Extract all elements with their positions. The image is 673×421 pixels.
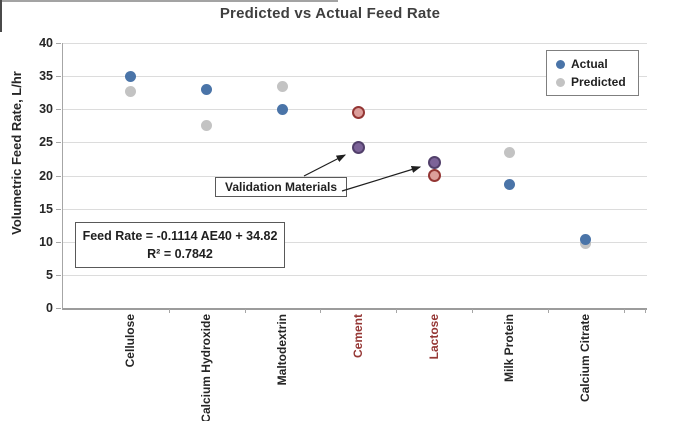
- legend-label-actual: Actual: [571, 57, 608, 71]
- y-axis-tick-label-5: 5: [46, 267, 53, 282]
- gridline-y-35: [63, 76, 647, 78]
- validation-materials-callout: Validation Materials: [215, 177, 348, 197]
- point-predicted-lactose: [427, 169, 441, 182]
- x-tick-mark: [244, 309, 246, 313]
- point-actual-lactose: [427, 155, 441, 169]
- gridline-y-15: [63, 208, 647, 210]
- point-predicted-calcium-hydroxide: [201, 120, 213, 132]
- point-actual-cellulose: [125, 70, 137, 82]
- x-tick-mark: [547, 309, 549, 313]
- x-axis-category-label-milk-protein: Milk Protein: [502, 314, 517, 383]
- gridline-y-40: [63, 43, 647, 44]
- x-tick-mark: [472, 309, 473, 313]
- point-actual-cement: [351, 140, 365, 154]
- r-squared-line: R² = 0.7842: [147, 247, 213, 261]
- point-actual-maltodextrin: [277, 103, 288, 115]
- y-tick-mark: [56, 208, 61, 210]
- x-tick-mark: [168, 309, 170, 313]
- y-axis-tick-label-20: 20: [39, 168, 53, 183]
- y-axis-tick-label-40: 40: [39, 36, 53, 50]
- y-tick-mark: [56, 142, 61, 144]
- legend: Actual Predicted: [546, 50, 639, 96]
- y-tick-mark: [56, 43, 61, 44]
- point-actual-calcium-citrate: [580, 233, 592, 245]
- y-tick-mark: [56, 274, 61, 276]
- x-axis-category-label-lactose: Lactose: [426, 314, 441, 360]
- y-axis-tick-label-30: 30: [39, 102, 53, 117]
- point-predicted-cement: [351, 106, 365, 120]
- gridline-y-5: [63, 274, 647, 276]
- legend-marker-actual: [556, 59, 565, 69]
- chart-title: Predicted vs Actual Feed Rate: [219, 5, 441, 22]
- point-predicted-milk-protein: [504, 146, 516, 158]
- point-predicted-cellulose: [125, 85, 137, 97]
- x-tick-mark: [396, 309, 398, 313]
- y-tick-mark: [56, 76, 61, 78]
- x-axis-category-label-maltodextrin: Maltodextrin: [275, 314, 289, 386]
- x-axis-end-tick: [645, 309, 646, 313]
- x-tick-mark: [623, 309, 625, 313]
- gridline-y-10: [63, 241, 647, 243]
- equation-line: Feed Rate = -0.1114 AE40 + 34.82: [82, 229, 278, 243]
- y-axis-tick-label-15: 15: [39, 201, 53, 216]
- y-tick-mark: [56, 109, 61, 111]
- regression-equation-box: Feed Rate = -0.1114 AE40 + 34.82 R² = 0.…: [75, 222, 285, 268]
- legend-item-actual: Actual: [556, 55, 638, 73]
- y-axis-tick-label-35: 35: [39, 69, 53, 84]
- y-axis-tick-label-25: 25: [39, 135, 53, 150]
- y-tick-mark: [56, 175, 61, 177]
- point-predicted-maltodextrin: [277, 81, 288, 93]
- y-axis-tick-label-0: 0: [46, 301, 53, 315]
- y-tick-mark: [56, 308, 61, 309]
- x-axis-category-label-cellulose: Cellulose: [123, 314, 138, 368]
- x-axis-category-label-cement: Cement: [350, 314, 365, 359]
- point-actual-milk-protein: [504, 178, 516, 190]
- y-tick-mark: [56, 241, 61, 243]
- legend-item-predicted: Predicted: [556, 73, 638, 91]
- page-border-fragment-top: [0, 0, 338, 2]
- y-axis-tick-label-10: 10: [39, 234, 53, 249]
- x-axis-category-label-calcium-hydroxide: Calcium Hydroxide: [199, 314, 214, 421]
- legend-marker-predicted: [556, 77, 565, 87]
- legend-label-predicted: Predicted: [571, 75, 626, 89]
- gridline-y-20: [63, 175, 647, 177]
- x-tick-mark: [320, 309, 322, 313]
- page-border-fragment-left: [0, 0, 2, 32]
- x-axis-category-label-calcium-citrate: Calcium Citrate: [578, 314, 593, 403]
- point-actual-calcium-hydroxide: [201, 83, 213, 95]
